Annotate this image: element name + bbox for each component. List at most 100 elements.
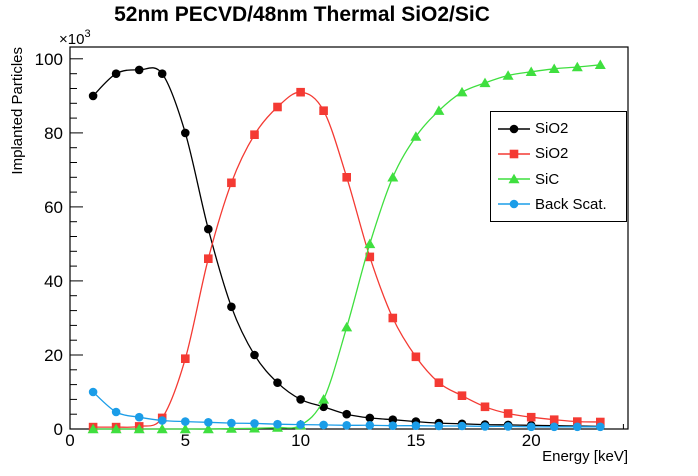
data-point-triangle [433, 105, 445, 115]
data-point-circle [227, 418, 236, 428]
legend-label: SiO2 [535, 145, 569, 163]
data-point-circle [273, 378, 282, 388]
data-point-triangle [364, 238, 376, 249]
data-point-square [457, 391, 467, 400]
data-point-circle [227, 302, 236, 312]
x-tick-label: 20 [522, 431, 541, 450]
data-point-circle [573, 422, 582, 432]
data-point-triangle [225, 423, 237, 433]
data-point-circle [509, 200, 519, 209]
data-point-triangle [341, 321, 353, 332]
legend-entry-3[interactable]: Back Scat. [497, 196, 624, 213]
legend-label: SiC [535, 170, 560, 188]
data-point-circle [526, 422, 536, 432]
data-point-square [227, 178, 236, 188]
legend-marker-triangle-icon [498, 173, 530, 184]
data-point-circle [296, 395, 305, 404]
data-point-triangle [387, 172, 399, 182]
y-tick-label: 40 [44, 272, 63, 291]
data-point-circle [596, 422, 605, 432]
data-point-circle [342, 409, 352, 419]
data-point-circle [509, 124, 519, 133]
data-point-triangle [479, 77, 491, 88]
x-axis-title: Energy [keV] [542, 448, 628, 465]
data-point-circle [503, 422, 513, 431]
data-point-circle [273, 419, 282, 429]
y-axis: 0 20 40 60 80 100 [35, 50, 83, 439]
x-tick-label: 5 [181, 431, 190, 450]
data-point-triangle [110, 423, 122, 434]
data-point-triangle [548, 63, 560, 73]
data-point-square [273, 102, 282, 112]
data-point-triangle [456, 86, 468, 97]
legend-marker-square-icon [498, 149, 530, 159]
x-tick-label: 10 [291, 431, 310, 450]
y-axis-title: Implanted Particles [9, 47, 26, 175]
data-point-circle [181, 417, 190, 426]
data-point-triangle [410, 131, 422, 141]
data-point-triangle [525, 66, 537, 76]
legend-entry-2[interactable]: SiC [497, 171, 624, 188]
data-point-circle [296, 420, 305, 429]
data-point-triangle [249, 423, 260, 433]
data-point-circle [411, 421, 421, 431]
data-point-circle [388, 415, 398, 425]
y-tick-label: 60 [44, 198, 63, 217]
data-point-square [319, 106, 328, 115]
data-point-square [296, 87, 305, 97]
data-point-square [181, 354, 190, 363]
chart-title: 52nm PECVD/48nm Thermal SiO2/SiC [114, 3, 490, 26]
legend-label: SiO2 [535, 120, 569, 138]
data-point-square [526, 412, 536, 422]
data-point-square [250, 130, 259, 139]
data-point-triangle [133, 423, 145, 434]
data-point-triangle [179, 423, 191, 434]
data-point-circle [319, 402, 328, 412]
data-point-triangle [594, 59, 606, 69]
legend-marker-circle-icon [498, 200, 530, 209]
data-point-square [342, 173, 351, 182]
data-point-circle [111, 407, 121, 417]
data-point-circle [111, 69, 121, 78]
legend[interactable]: SiO2 SiO2 SiC Back Scat. [490, 111, 627, 222]
data-point-square [204, 254, 213, 263]
data-point-square [549, 415, 559, 424]
data-point-triangle [502, 70, 514, 80]
data-point-circle [365, 421, 375, 430]
data-point-square [434, 378, 444, 387]
data-point-circle [134, 412, 144, 422]
data-point-circle [319, 420, 328, 430]
y-axis-multiplier: ×103 [59, 28, 91, 48]
data-point-circle [480, 422, 490, 431]
data-point-triangle [202, 423, 214, 434]
data-point-square [480, 402, 490, 412]
data-point-circle [388, 421, 398, 431]
data-point-triangle [156, 423, 168, 434]
y-tick-label: 20 [44, 346, 63, 365]
data-point-triangle [87, 423, 99, 434]
y-tick-label: 80 [44, 124, 63, 143]
data-point-circle [88, 387, 98, 397]
data-point-circle [365, 413, 375, 423]
data-point-square [388, 313, 398, 323]
data-point-triangle [571, 61, 583, 72]
data-point-square [365, 252, 375, 262]
data-point-circle [250, 419, 259, 428]
data-point-triangle [508, 173, 520, 184]
data-point-triangle [318, 394, 330, 404]
data-point-circle [204, 418, 213, 427]
data-point-circle [434, 421, 444, 431]
series-2-sic [87, 59, 606, 434]
data-point-square [573, 417, 582, 426]
data-point-circle [549, 422, 559, 432]
series-3-back-scat- [88, 387, 605, 432]
data-point-circle [88, 91, 98, 101]
legend-entry-1[interactable]: SiO2 [497, 145, 624, 162]
data-point-square [596, 417, 605, 427]
data-point-circle [181, 128, 190, 138]
data-point-circle [457, 421, 467, 431]
data-point-circle [342, 421, 352, 430]
legend-entry-0[interactable]: SiO2 [497, 120, 624, 137]
